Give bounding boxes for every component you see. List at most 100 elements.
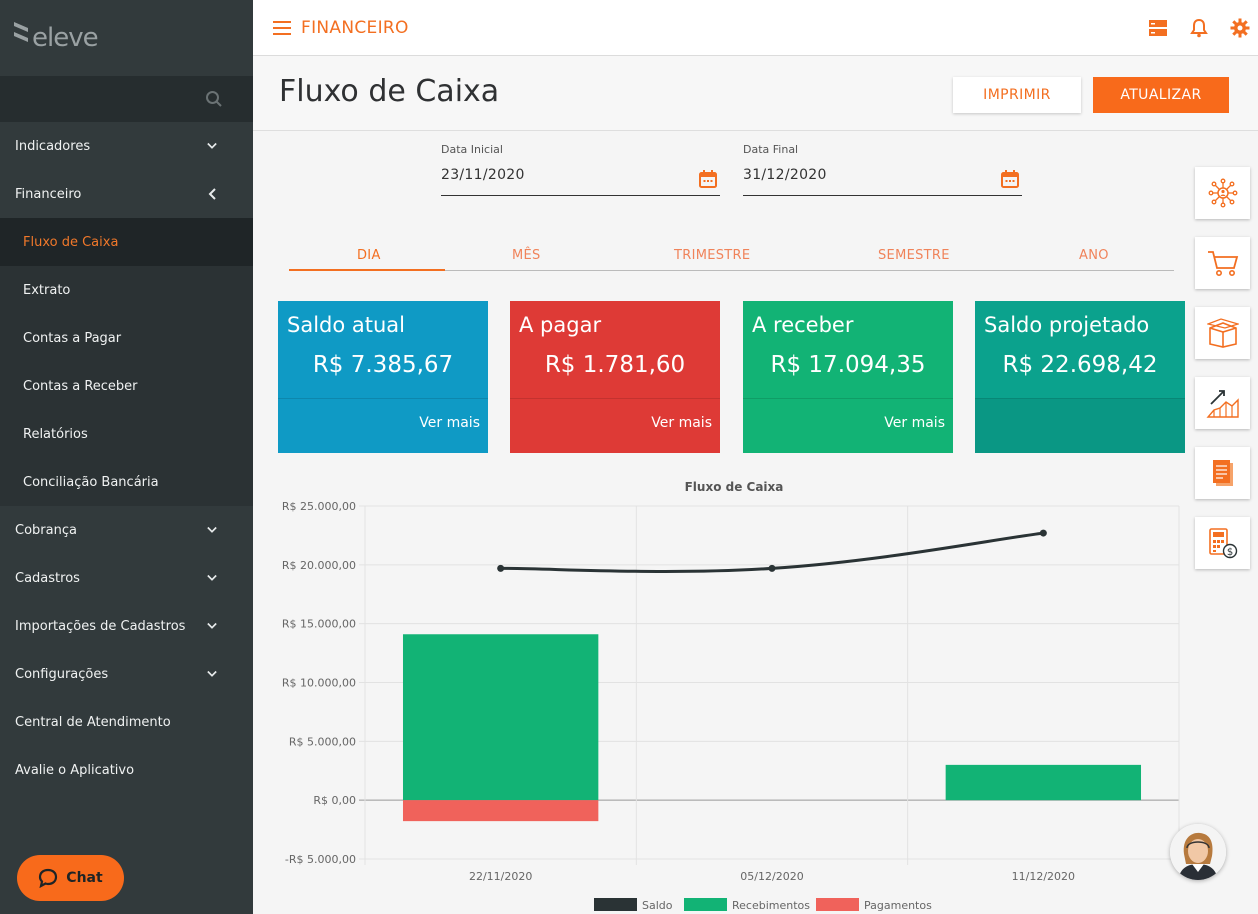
tab-ano[interactable]: ANO <box>1079 248 1109 263</box>
sidebar-item-conciliacao-bancaria[interactable]: Conciliação Bancária <box>0 458 253 506</box>
y-tick-label: R$ 25.000,00 <box>282 500 356 513</box>
start-date-input[interactable]: 23/11/2020 <box>441 167 525 183</box>
sidebar-item-configuracoes[interactable]: Configurações <box>0 650 253 698</box>
card-saldo-atual[interactable]: Saldo atual R$ 7.385,67 Ver mais <box>278 301 488 453</box>
print-button[interactable]: IMPRIMIR <box>953 77 1081 113</box>
sidebar-item-importacoes[interactable]: Importações de Cadastros <box>0 602 253 650</box>
card-value: R$ 7.385,67 <box>312 352 454 378</box>
calendar-icon[interactable] <box>1000 169 1020 189</box>
legend-swatch-saldo <box>594 898 637 911</box>
card-saldo-projetado: Saldo projetado R$ 22.698,42 <box>975 301 1185 453</box>
sidebar-item-cobranca[interactable]: Cobrança <box>0 506 253 554</box>
point-saldo <box>497 564 505 572</box>
sidebar-item-relatorios[interactable]: Relatórios <box>0 410 253 458</box>
growth-button[interactable] <box>1195 377 1250 429</box>
sidebar-item-label: Cadastros <box>15 570 80 586</box>
cash-flow-chart: Fluxo de Caixa -R$ 5.000,00 R$ 0,00 R$ 5.0… <box>253 470 1193 914</box>
sidebar-item-extrato[interactable]: Extrato <box>0 266 253 314</box>
sidebar-item-label: Configurações <box>15 666 109 682</box>
network-button[interactable] <box>1195 167 1250 219</box>
growth-chart-icon <box>1205 390 1239 418</box>
card-footer: Ver mais <box>743 398 953 453</box>
sidebar-item-financeiro[interactable]: Financeiro <box>0 170 253 218</box>
bell-icon[interactable] <box>1190 18 1208 38</box>
card-see-more-link[interactable]: Ver mais <box>884 415 945 431</box>
svg-text:$: $ <box>1226 547 1232 558</box>
y-tick-label: R$ 5.000,00 <box>289 735 356 748</box>
financeiro-submenu: Fluxo de Caixa Extrato Contas a Pagar Co… <box>0 218 253 506</box>
sidebar-item-cadastros[interactable]: Cadastros <box>0 554 253 602</box>
start-date-field[interactable]: Data Inicial 23/11/2020 <box>441 143 720 197</box>
tab-mes[interactable]: MÊS <box>512 248 541 263</box>
cart-button[interactable] <box>1195 237 1250 289</box>
calendar-icon[interactable] <box>698 169 718 189</box>
logo[interactable]: eleve <box>0 0 253 76</box>
y-tick-label: R$ 20.000,00 <box>282 559 356 572</box>
support-avatar[interactable] <box>1170 824 1226 880</box>
sidebar-item-central-de-atendimento[interactable]: Central de Atendimento <box>0 698 253 746</box>
page-header: Fluxo de Caixa IMPRIMIR ATUALIZAR <box>253 56 1258 131</box>
sidebar-item-indicadores[interactable]: Indicadores <box>0 122 253 170</box>
chevron-down-icon <box>207 669 217 679</box>
support-agent-icon <box>1170 824 1226 880</box>
sidebar-item-label: Extrato <box>23 282 71 298</box>
logo-mark-icon <box>14 22 28 42</box>
card-footer: Ver mais <box>510 398 720 453</box>
tab-dia[interactable]: DIA <box>357 248 381 263</box>
sidebar-item-label: Financeiro <box>15 186 82 202</box>
card-footer <box>975 398 1185 453</box>
update-button[interactable]: ATUALIZAR <box>1093 77 1229 113</box>
tab-trimestre[interactable]: TRIMESTRE <box>674 248 751 263</box>
card-see-more-link[interactable]: Ver mais <box>651 415 712 431</box>
sidebar-item-label: Avalie o Aplicativo <box>15 762 135 778</box>
sidebar-item-label: Fluxo de Caixa <box>23 234 119 250</box>
sidebar-item-label: Relatórios <box>23 426 88 442</box>
box-icon <box>1206 318 1239 348</box>
chevron-down-icon <box>207 525 217 535</box>
hamburger-menu-icon[interactable] <box>273 20 291 35</box>
end-date-field[interactable]: Data Final 31/12/2020 <box>743 143 1022 197</box>
y-tick-label: R$ 15.000,00 <box>282 618 356 631</box>
x-tick-label: 05/12/2020 <box>740 870 803 883</box>
card-value: R$ 17.094,35 <box>770 352 926 378</box>
bar-pagamentos <box>402 800 599 822</box>
documents-button[interactable] <box>1195 447 1250 499</box>
tab-semestre[interactable]: SEMESTRE <box>878 248 950 263</box>
legend-label-recebimentos: Recebimentos <box>732 899 810 912</box>
sidebar-search[interactable] <box>0 76 253 122</box>
bar-recebimentos <box>402 634 599 801</box>
sidebar: eleve Indicadores Financeiro Fluxo de Ca… <box>0 0 253 914</box>
chevron-left-icon <box>207 188 217 200</box>
card-title: A pagar <box>519 313 602 337</box>
bar-recebimentos <box>945 764 1142 801</box>
sidebar-item-label: Cobrança <box>15 522 77 538</box>
sidebar-item-fluxo-de-caixa[interactable]: Fluxo de Caixa <box>0 218 253 266</box>
point-saldo <box>768 564 776 572</box>
sidebar-item-contas-a-receber[interactable]: Contas a Receber <box>0 362 253 410</box>
legend-swatch-recebimentos <box>684 898 727 911</box>
box-button[interactable] <box>1195 307 1250 359</box>
sidebar-item-label: Contas a Receber <box>23 378 138 394</box>
topbar: FINANCEIRO <box>253 0 1258 56</box>
chat-button[interactable]: Chat <box>17 855 124 901</box>
card-a-pagar[interactable]: A pagar R$ 1.781,60 Ver mais <box>510 301 720 453</box>
card-see-more-link[interactable]: Ver mais <box>419 415 480 431</box>
calculator-button[interactable]: $ <box>1195 517 1250 569</box>
cash-flow-chart-svg: Fluxo de Caixa -R$ 5.000,00 R$ 0,00 R$ 5.0… <box>282 480 1180 912</box>
topbar-title: FINANCEIRO <box>301 17 409 38</box>
sidebar-item-label: Contas a Pagar <box>23 330 122 346</box>
sidebar-item-label: Conciliação Bancária <box>23 474 159 490</box>
card-a-receber[interactable]: A receber R$ 17.094,35 Ver mais <box>743 301 953 453</box>
server-icon[interactable] <box>1148 18 1168 38</box>
card-footer: Ver mais <box>278 398 488 453</box>
sidebar-item-contas-a-pagar[interactable]: Contas a Pagar <box>0 314 253 362</box>
legend-label-pagamentos: Pagamentos <box>864 899 932 912</box>
card-title: A receber <box>752 313 854 337</box>
sidebar-item-avalie[interactable]: Avalie o Aplicativo <box>0 746 253 794</box>
card-value: R$ 22.698,42 <box>1002 352 1158 378</box>
chevron-down-icon <box>207 573 217 583</box>
search-icon[interactable] <box>205 90 223 112</box>
end-date-input[interactable]: 31/12/2020 <box>743 167 827 183</box>
gear-icon[interactable] <box>1230 18 1250 38</box>
